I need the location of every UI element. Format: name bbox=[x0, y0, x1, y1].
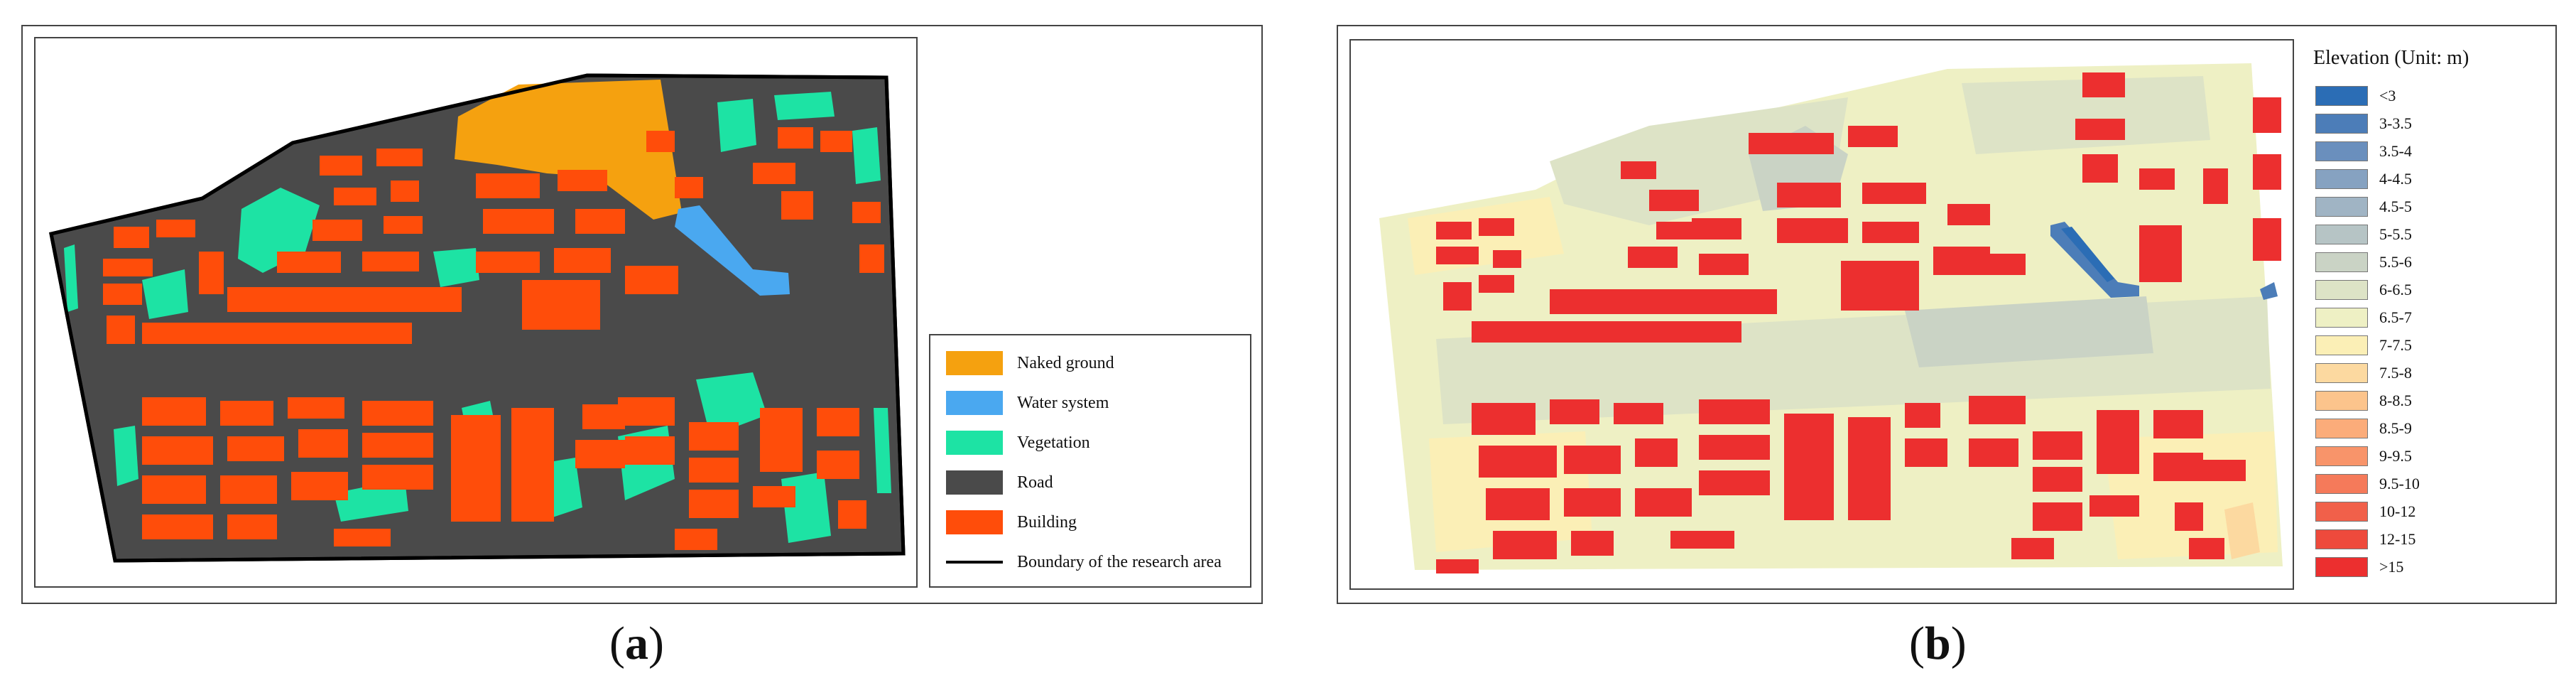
elev-legend-item: 7-7.5 bbox=[2315, 335, 2412, 355]
legend-item-naked-ground: Naked ground bbox=[946, 351, 1114, 375]
elev-legend-label: 4-4.5 bbox=[2379, 170, 2412, 188]
legend-item-building: Building bbox=[946, 510, 1077, 534]
elev-legend-item: 6-6.5 bbox=[2315, 280, 2412, 300]
elev-legend-label: 9.5-10 bbox=[2379, 475, 2420, 492]
elev-legend-label: 3-3.5 bbox=[2379, 114, 2412, 132]
vegetation-swatch bbox=[946, 431, 1003, 455]
caption-close-paren: ) bbox=[1950, 618, 1967, 669]
elevation-legend-title: Elevation (Unit: m) bbox=[2313, 47, 2469, 69]
legend-label: Vegetation bbox=[1017, 433, 1090, 452]
elev-legend-item: 8.5-9 bbox=[2315, 419, 2412, 438]
low-elevation-channel bbox=[2050, 222, 2278, 300]
panel-a-caption: (a) bbox=[609, 617, 664, 671]
elev-legend-label: 5-5.5 bbox=[2379, 225, 2412, 243]
elev-legend-item: 9.5-10 bbox=[2315, 474, 2420, 494]
elev-legend-item: 6.5-7 bbox=[2315, 308, 2412, 328]
land-use-map bbox=[34, 37, 918, 588]
naked-ground-swatch bbox=[946, 351, 1003, 375]
elev-legend-label: 7-7.5 bbox=[2379, 336, 2412, 354]
elev-legend-label: 7.5-8 bbox=[2379, 364, 2412, 382]
elev-legend-label: 10-12 bbox=[2379, 502, 2416, 520]
land-use-map-svg bbox=[49, 73, 906, 563]
boundary-line-swatch bbox=[946, 550, 1003, 574]
terrain-zones bbox=[1408, 76, 2278, 559]
elev-legend-item: 9-9.5 bbox=[2315, 446, 2412, 466]
land-use-legend: Naked ground Water system Vegetation Roa… bbox=[929, 334, 1251, 588]
caption-open-paren: ( bbox=[609, 618, 625, 669]
legend-label: Building bbox=[1017, 512, 1077, 532]
building-swatch bbox=[946, 510, 1003, 534]
boundary-line bbox=[49, 73, 906, 563]
caption-letter: b bbox=[1924, 618, 1951, 669]
elev-legend-label: 4.5-5 bbox=[2379, 198, 2412, 215]
road-swatch bbox=[946, 470, 1003, 495]
legend-label: Water system bbox=[1017, 393, 1109, 412]
legend-item-road: Road bbox=[946, 470, 1053, 495]
caption-open-paren: ( bbox=[1909, 618, 1925, 669]
elev-legend-item: <3 bbox=[2315, 86, 2396, 106]
elev-legend-label: <3 bbox=[2379, 87, 2396, 104]
elevation-map-svg bbox=[1379, 63, 2283, 573]
elev-legend-item: >15 bbox=[2315, 557, 2403, 577]
elev-legend-label: >15 bbox=[2379, 558, 2404, 576]
elev-legend-label: 6.5-7 bbox=[2379, 308, 2412, 326]
legend-item-water-system: Water system bbox=[946, 391, 1109, 415]
elev-legend-label: 3.5-4 bbox=[2379, 142, 2412, 160]
panel-b-caption: (b) bbox=[1909, 617, 1967, 671]
elevation-buildings bbox=[1436, 72, 2281, 573]
naked-ground-patch bbox=[455, 80, 682, 220]
legend-label: Road bbox=[1017, 473, 1053, 492]
elev-legend-item: 5.5-6 bbox=[2315, 252, 2412, 272]
elev-legend-item: 8-8.5 bbox=[2315, 391, 2412, 411]
elev-legend-item: 3-3.5 bbox=[2315, 114, 2412, 134]
elev-legend-item: 4.5-5 bbox=[2315, 197, 2412, 217]
legend-item-boundary: Boundary of the research area bbox=[946, 550, 1222, 574]
elev-legend-item: 3.5-4 bbox=[2315, 141, 2412, 161]
elev-legend-item: 5-5.5 bbox=[2315, 225, 2412, 244]
elev-legend-item: 10-12 bbox=[2315, 502, 2415, 522]
elev-legend-label: 5.5-6 bbox=[2379, 253, 2412, 271]
legend-item-vegetation: Vegetation bbox=[946, 431, 1090, 455]
water-system-swatch bbox=[946, 391, 1003, 415]
elev-legend-item: 4-4.5 bbox=[2315, 169, 2412, 189]
elevation-map bbox=[1349, 39, 2294, 590]
caption-letter: a bbox=[624, 618, 648, 669]
elev-legend-label: 6-6.5 bbox=[2379, 281, 2412, 298]
water-system-channel bbox=[675, 205, 790, 296]
elev-legend-item: 7.5-8 bbox=[2315, 363, 2412, 383]
elev-legend-label: 8.5-9 bbox=[2379, 419, 2412, 437]
buildings bbox=[103, 127, 884, 550]
elev-legend-item: 12-15 bbox=[2315, 529, 2415, 549]
legend-label: Naked ground bbox=[1017, 353, 1114, 372]
elev-legend-label: 12-15 bbox=[2379, 530, 2416, 548]
elev-legend-label: 8-8.5 bbox=[2379, 392, 2412, 409]
caption-close-paren: ) bbox=[648, 618, 664, 669]
elev-legend-label: 9-9.5 bbox=[2379, 447, 2412, 465]
legend-label: Boundary of the research area bbox=[1017, 552, 1222, 571]
